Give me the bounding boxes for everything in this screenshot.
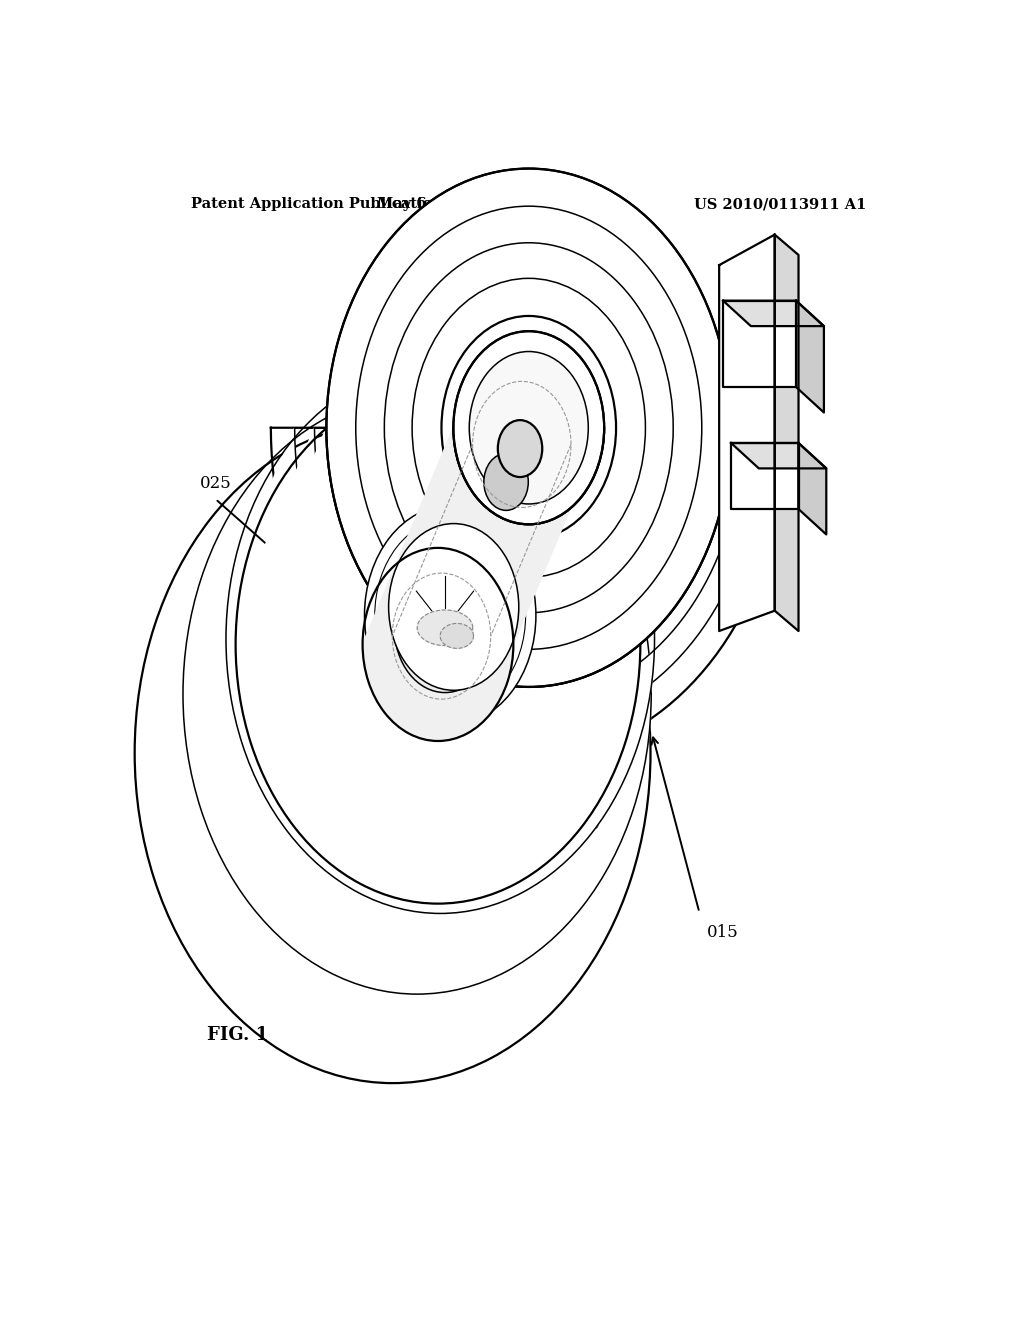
Text: 025: 025 <box>200 475 231 492</box>
Text: 015: 015 <box>708 924 739 941</box>
Ellipse shape <box>498 420 543 477</box>
Polygon shape <box>723 301 796 387</box>
Polygon shape <box>417 610 473 645</box>
Ellipse shape <box>469 351 588 504</box>
Polygon shape <box>775 235 799 631</box>
Text: 030: 030 <box>708 333 739 350</box>
Polygon shape <box>440 623 473 648</box>
Polygon shape <box>796 301 824 412</box>
Ellipse shape <box>389 524 519 690</box>
Polygon shape <box>135 428 786 1082</box>
Polygon shape <box>731 444 799 510</box>
Text: 020: 020 <box>568 816 600 833</box>
Polygon shape <box>723 301 824 326</box>
Polygon shape <box>183 428 763 994</box>
Ellipse shape <box>327 169 731 686</box>
Polygon shape <box>362 428 604 741</box>
Polygon shape <box>226 428 743 913</box>
Ellipse shape <box>394 562 496 693</box>
Text: FIG. 1: FIG. 1 <box>207 1026 268 1044</box>
Polygon shape <box>799 444 826 535</box>
Ellipse shape <box>454 331 604 524</box>
Text: May 6, 2010   Sheet 1 of 12: May 6, 2010 Sheet 1 of 12 <box>377 197 601 211</box>
Text: 035: 035 <box>433 298 465 315</box>
Text: Patent Application Publication: Patent Application Publication <box>191 197 443 211</box>
Polygon shape <box>731 444 826 469</box>
Ellipse shape <box>365 506 536 725</box>
Text: US 2010/0113911 A1: US 2010/0113911 A1 <box>693 197 866 211</box>
Ellipse shape <box>484 454 528 511</box>
Polygon shape <box>719 235 775 631</box>
Polygon shape <box>236 428 731 904</box>
